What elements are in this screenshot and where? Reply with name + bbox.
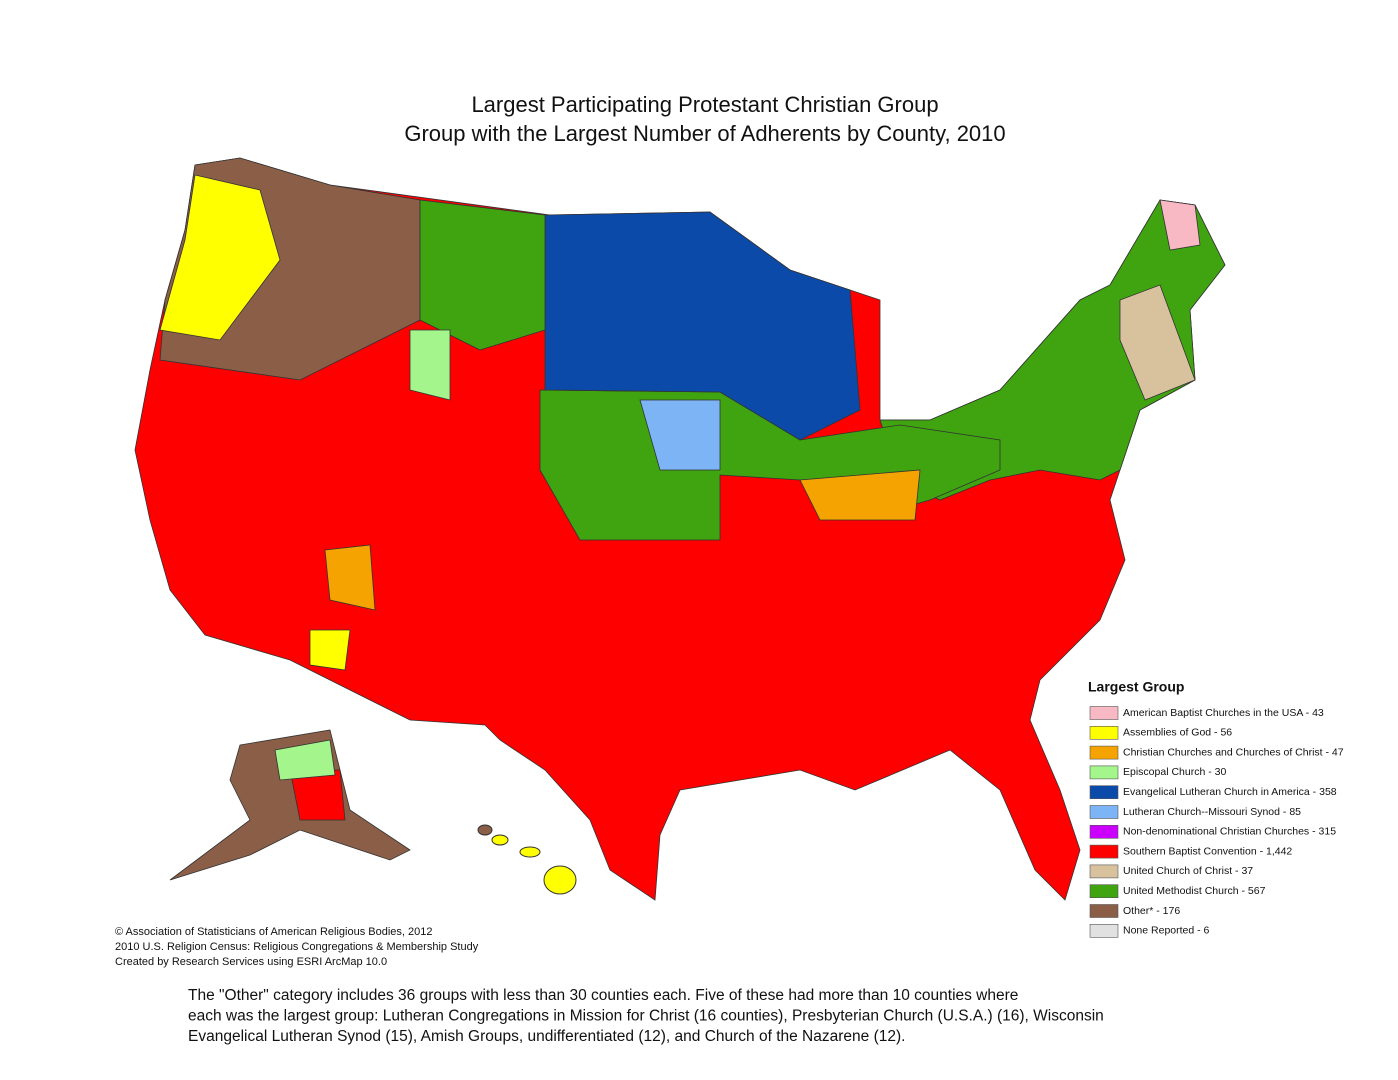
credit-line: © Association of Statisticians of Americ… bbox=[115, 926, 433, 938]
hawaii-oahu bbox=[491, 834, 509, 846]
legend-swatch bbox=[1089, 844, 1119, 859]
region-episcopal bbox=[409, 329, 451, 401]
legend: American Baptist Churches in the USA - 4… bbox=[1089, 706, 1344, 938]
us-map bbox=[134, 157, 1226, 901]
subtitle: Group with the Largest Number of Adheren… bbox=[404, 121, 1005, 146]
legend-label: Non-denominational Christian Churches - … bbox=[1123, 826, 1336, 838]
legend-swatch bbox=[1089, 785, 1119, 800]
note-line: The "Other" category includes 36 groups … bbox=[188, 987, 1018, 1004]
legend-label: Other* - 176 bbox=[1123, 905, 1180, 917]
legend-label: Lutheran Church--Missouri Synod - 85 bbox=[1123, 806, 1301, 818]
legend-label: Christian Churches and Churches of Chris… bbox=[1123, 746, 1344, 758]
legend-swatch bbox=[1089, 884, 1119, 899]
hawaii-maui bbox=[519, 846, 541, 858]
region-aog-sw bbox=[309, 629, 351, 671]
legend-swatch bbox=[1089, 824, 1119, 839]
credit-line: 2010 U.S. Religion Census: Religious Con… bbox=[115, 941, 479, 953]
legend-label: United Methodist Church - 567 bbox=[1123, 885, 1266, 897]
legend-label: Evangelical Lutheran Church in America -… bbox=[1123, 786, 1337, 798]
legend-swatch bbox=[1089, 745, 1119, 760]
legend-label: Southern Baptist Convention - 1,442 bbox=[1123, 845, 1292, 857]
legend-swatch bbox=[1089, 923, 1119, 938]
region-cc-east bbox=[799, 469, 921, 521]
alaska-episcopal bbox=[274, 739, 336, 781]
legend-swatch bbox=[1089, 706, 1119, 720]
note: The "Other" category includes 36 groups … bbox=[188, 987, 1104, 1045]
region-mountain bbox=[419, 199, 546, 351]
legend-swatch bbox=[1089, 805, 1119, 819]
credits: © Association of Statisticians of Americ… bbox=[115, 926, 479, 968]
region-lutheran bbox=[544, 211, 861, 441]
note-line: Evangelical Lutheran Synod (15), Amish G… bbox=[188, 1028, 905, 1045]
region-aog-nw bbox=[159, 174, 281, 341]
legend-label: United Church of Christ - 37 bbox=[1123, 865, 1253, 877]
legend-label: Episcopal Church - 30 bbox=[1123, 766, 1226, 778]
legend-swatch bbox=[1089, 864, 1119, 879]
legend-swatch bbox=[1089, 904, 1119, 918]
region-cc bbox=[324, 544, 376, 611]
legend-label: None Reported - 6 bbox=[1123, 925, 1210, 937]
region-lcms bbox=[639, 399, 721, 471]
legend-swatch bbox=[1089, 765, 1119, 780]
title: Largest Participating Protestant Christi… bbox=[471, 92, 938, 117]
alaska bbox=[169, 729, 411, 881]
legend-swatch bbox=[1089, 725, 1119, 740]
legend-label: Assemblies of God - 56 bbox=[1123, 727, 1232, 739]
note-line: each was the largest group: Lutheran Con… bbox=[188, 1008, 1104, 1025]
hawaii-kauai bbox=[477, 824, 493, 836]
legend-label: American Baptist Churches in the USA - 4… bbox=[1123, 707, 1324, 719]
region-ucc bbox=[1119, 284, 1196, 401]
hawaii-big-island bbox=[543, 865, 577, 895]
region-abc bbox=[1159, 199, 1201, 251]
credit-line: Created by Research Services using ESRI … bbox=[115, 956, 387, 968]
legend-title: Largest Group bbox=[1088, 679, 1184, 695]
